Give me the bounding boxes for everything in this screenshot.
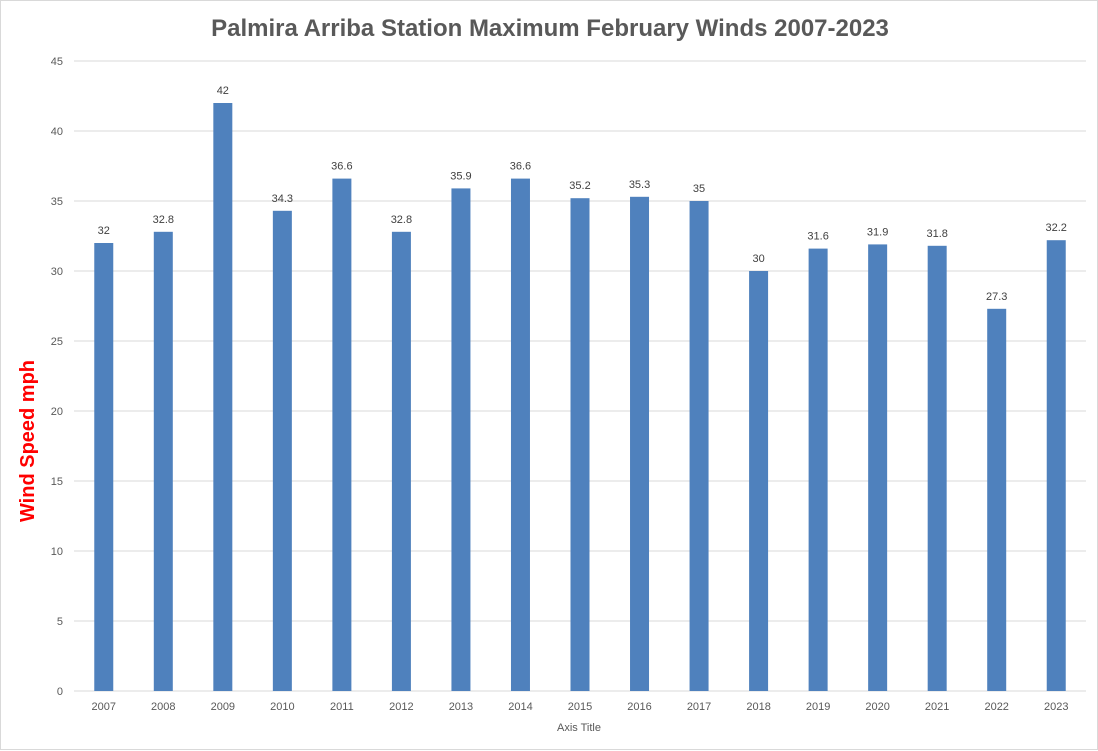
data-label: 31.8 [926, 228, 947, 240]
x-tick-label: 2023 [1044, 701, 1068, 713]
bar [510, 178, 530, 692]
x-tick-label: 2014 [508, 701, 532, 713]
bar [332, 178, 352, 692]
bar [570, 198, 590, 691]
x-tick-label: 2016 [627, 701, 651, 713]
bar [153, 231, 173, 692]
bar [213, 103, 233, 691]
x-tick-label: 2018 [746, 701, 770, 713]
data-label: 27.3 [986, 291, 1007, 303]
data-label: 35.3 [629, 179, 650, 191]
bar [630, 196, 650, 692]
x-tick-label: 2008 [151, 701, 175, 713]
x-tick-label: 2015 [568, 701, 592, 713]
y-tick-label: 40 [51, 126, 63, 138]
y-tick-label: 25 [51, 336, 63, 348]
x-tick-label: 2019 [806, 701, 830, 713]
data-label: 42 [217, 85, 229, 97]
data-label: 31.9 [867, 226, 888, 238]
x-tick-label: 2020 [865, 701, 889, 713]
y-tick-label: 35 [51, 196, 63, 208]
y-tick-label: 10 [51, 546, 63, 558]
x-tick-label: 2010 [270, 701, 294, 713]
bar [749, 271, 769, 691]
data-label: 32.8 [391, 214, 412, 226]
y-axis-title: Wind Speed mph [17, 360, 39, 522]
data-label: 35.9 [450, 170, 471, 182]
data-label: 35 [693, 183, 705, 195]
y-axis-ticks: 0 5 10 15 20 25 30 35 40 45 [51, 56, 63, 698]
x-tick-label: 2007 [92, 701, 116, 713]
bar [94, 243, 114, 691]
x-tick-label: 2022 [984, 701, 1008, 713]
x-axis-title: Axis Title [557, 722, 601, 734]
bar [987, 308, 1007, 691]
x-tick-label: 2012 [389, 701, 413, 713]
data-label: 32 [98, 225, 110, 237]
y-tick-label: 0 [57, 686, 63, 698]
data-label: 36.6 [510, 161, 531, 173]
x-tick-label: 2011 [330, 701, 354, 713]
data-label: 32.2 [1046, 222, 1067, 234]
x-tick-label: 2009 [211, 701, 235, 713]
y-tick-label: 15 [51, 476, 63, 488]
data-label: 31.6 [807, 231, 828, 243]
x-tick-label: 2013 [449, 701, 473, 713]
bar [451, 188, 471, 691]
bar [808, 248, 828, 691]
bars [94, 103, 1066, 692]
y-tick-label: 45 [51, 56, 63, 68]
x-tick-label: 2017 [687, 701, 711, 713]
data-label: 35.2 [569, 180, 590, 192]
data-label: 30 [752, 253, 764, 265]
data-label: 36.6 [331, 161, 352, 173]
bar [391, 231, 411, 692]
bar [272, 210, 292, 692]
y-tick-label: 5 [57, 616, 63, 628]
bar [868, 244, 888, 691]
bar [1046, 240, 1066, 691]
x-axis-ticks: 2007 2008 2009 2010 2011 2012 2013 2014 2015 2016… [92, 701, 1069, 713]
y-tick-label: 30 [51, 266, 63, 278]
data-label: 34.3 [272, 193, 293, 205]
y-tick-label: 20 [51, 406, 63, 418]
chart-title: Palmira Arriba Station Maximum February … [211, 15, 889, 42]
data-label: 32.8 [153, 214, 174, 226]
bar [689, 201, 709, 691]
x-tick-label: 2021 [925, 701, 949, 713]
bar [927, 245, 947, 692]
data-labels: 32 32.8 42 34.3 36.6 32.8 35.9 36.6 35.2 35.3 35 30… [98, 85, 1067, 303]
